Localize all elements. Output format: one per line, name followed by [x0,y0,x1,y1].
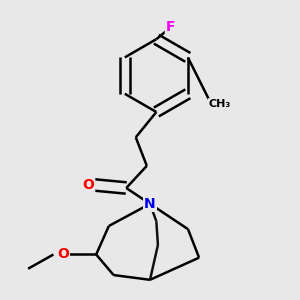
Text: N: N [144,197,156,211]
Text: F: F [166,20,175,34]
Text: N: N [144,197,156,211]
Text: O: O [57,248,69,262]
Text: O: O [82,178,94,192]
Text: CH₃: CH₃ [208,99,231,109]
